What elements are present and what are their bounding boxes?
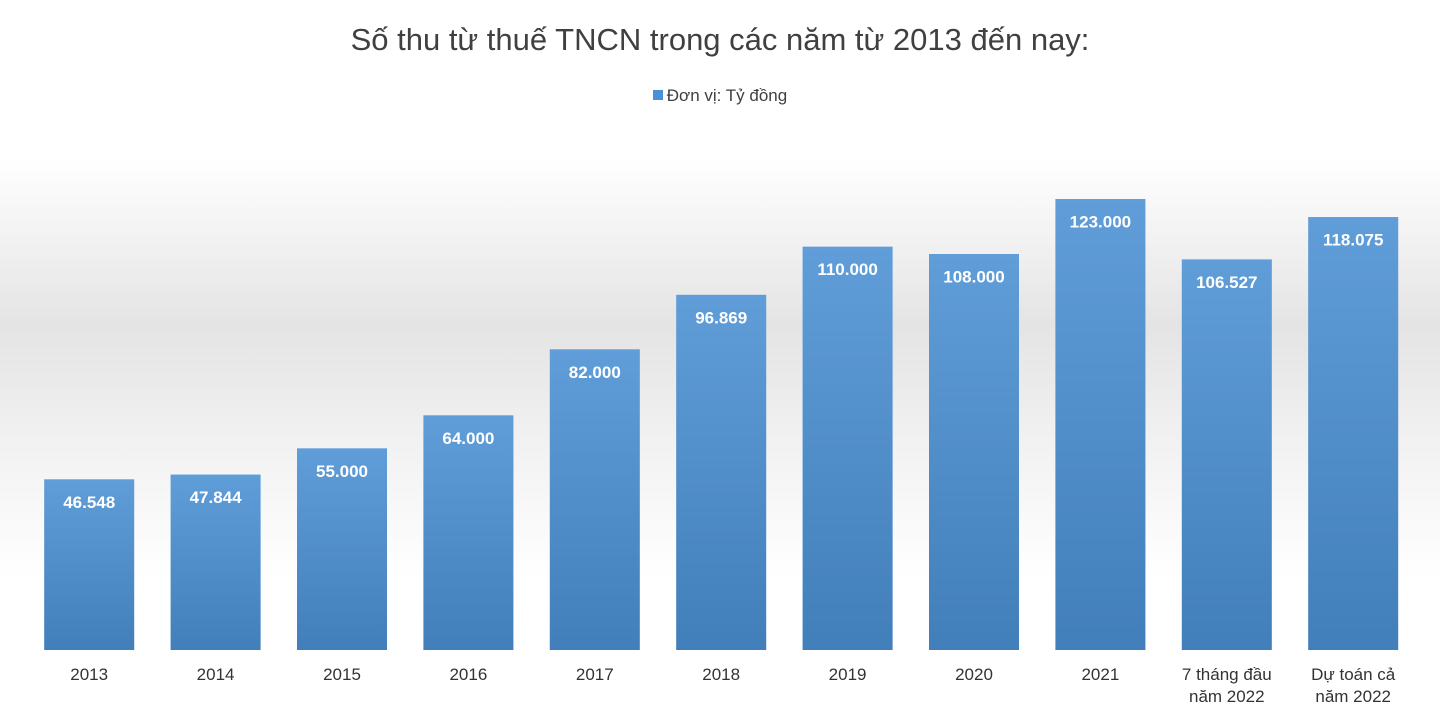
bar-shade: [929, 254, 1019, 650]
data-label: 108.000: [943, 267, 1004, 286]
x-tick-label: 2014: [196, 665, 235, 684]
data-label: 46.548: [63, 493, 115, 512]
x-tick-label: 2021: [1081, 665, 1120, 684]
x-tick-label: 2013: [70, 665, 109, 684]
bar-shade: [802, 246, 893, 650]
legend-swatch: [652, 90, 663, 100]
x-tick-label: 2020: [955, 665, 993, 684]
data-label: 82.000: [569, 363, 621, 382]
x-tick-label: 7 tháng đầu năm 2022: [1181, 665, 1272, 706]
data-label: 118.075: [1323, 231, 1384, 250]
bar-shade: [297, 448, 387, 650]
bar-shade: [423, 415, 514, 650]
bar-shade: [170, 474, 261, 650]
data-label: 110.000: [817, 260, 878, 279]
bar-shade: [1181, 259, 1272, 650]
bar-shade: [676, 294, 767, 650]
chart-title: Số thu từ thuế TNCN trong các năm từ 201…: [350, 22, 1090, 57]
x-tick-label: 2018: [702, 665, 741, 684]
x-tick-label: 2016: [449, 665, 488, 684]
data-label: 96.869: [695, 308, 747, 327]
bar-shade: [44, 479, 135, 650]
data-label: 123.000: [1070, 212, 1131, 231]
data-label: 55.000: [316, 462, 368, 481]
bar-shade: [1308, 217, 1399, 650]
legend: Đơn vị: Tỷ đồng: [0, 86, 1440, 106]
x-tick-label: 2015: [323, 665, 361, 684]
x-tick-label: 2017: [575, 665, 614, 684]
bar-shade: [549, 349, 640, 650]
bar-shade: [1055, 199, 1146, 650]
data-label: 106.527: [1196, 273, 1257, 292]
legend-label: Đơn vị: Tỷ đồng: [666, 86, 788, 105]
data-label: 47.844: [190, 488, 243, 507]
data-label: 64.000: [442, 429, 494, 448]
x-tick-label: Dự toán cả năm 2022: [1311, 665, 1396, 706]
x-tick-label: 2019: [828, 665, 867, 684]
